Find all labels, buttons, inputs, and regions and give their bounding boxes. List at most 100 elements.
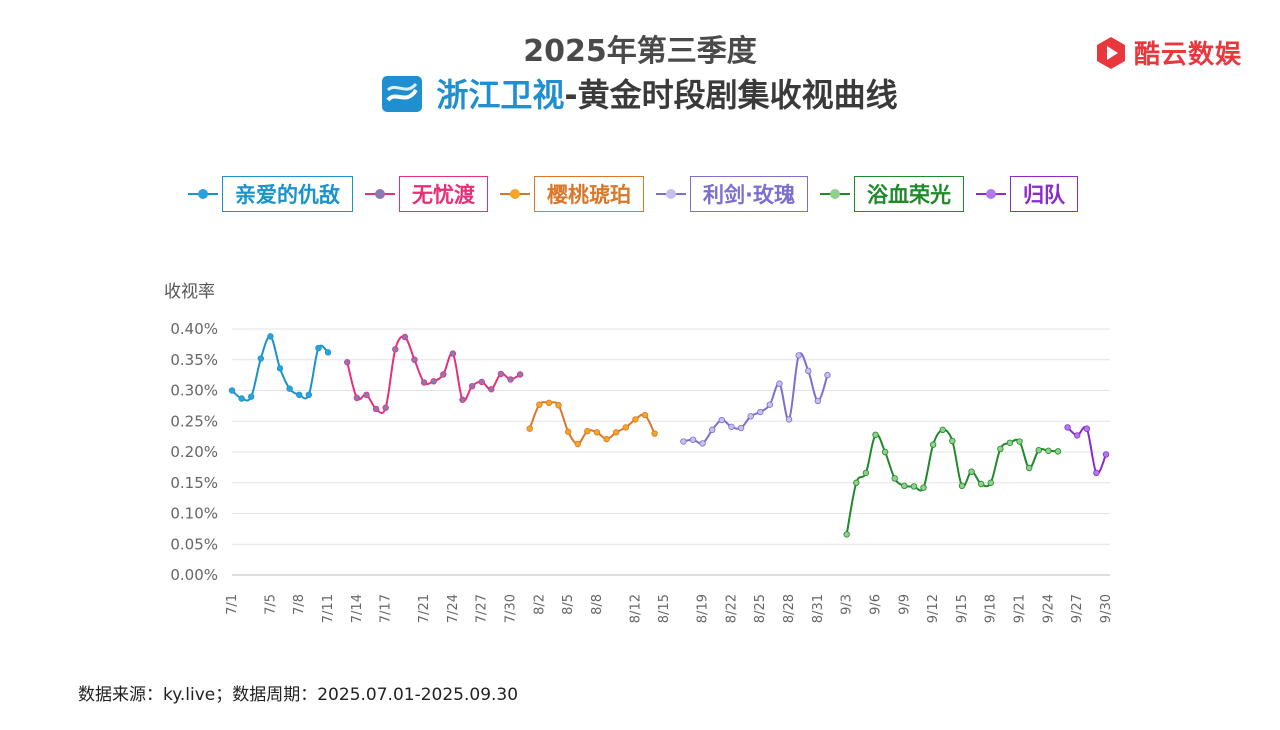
y-axis-label: 收视率 [164, 282, 215, 302]
data-point [516, 371, 524, 378]
x-tick-label: 8/22 [724, 594, 739, 623]
data-point [795, 352, 802, 359]
data-point [238, 395, 245, 402]
y-tick-labels: 0.00% 0.05% 0.10% 0.15% 0.20% 0.25% 0.30% 0.35%… [170, 320, 218, 584]
data-point [987, 479, 994, 486]
x-tick-label: 9/6 [868, 594, 883, 615]
data-point [824, 371, 831, 379]
y-tick-label: 0.30% [170, 382, 218, 400]
legend-item: 归队 [975, 176, 1078, 212]
data-point [785, 416, 793, 423]
data-point [497, 370, 505, 378]
data-point [1102, 451, 1110, 458]
legend-marker-icon [975, 189, 1006, 199]
y-tick-label: 0.40% [170, 320, 218, 338]
data-point [1073, 432, 1081, 439]
series-line [1066, 426, 1107, 475]
channel-logo-icon [382, 76, 423, 112]
data-point [757, 408, 764, 416]
legend-item: 无忧渡 [365, 176, 488, 212]
legend-label: 亲爱的仇敌 [222, 176, 353, 212]
data-point [920, 484, 927, 491]
data-point [872, 431, 879, 438]
data-point [632, 416, 639, 423]
data-point [411, 356, 418, 363]
data-point [603, 435, 610, 443]
data-point [891, 475, 898, 482]
series-line [528, 401, 656, 446]
legend-label: 樱桃琥珀 [534, 176, 644, 212]
data-point [459, 396, 466, 403]
data-point [248, 393, 255, 400]
data-point [843, 531, 850, 538]
data-point [228, 387, 236, 394]
data-point [305, 391, 313, 399]
legend-marker-icon [500, 189, 530, 199]
title-suffix: -黄金时段剧集收视曲线 [564, 76, 898, 114]
series-line [845, 428, 1059, 535]
legend-marker-icon [819, 189, 850, 199]
x-tick-label: 7/5 [263, 594, 278, 615]
brand-hexagon-icon [1096, 36, 1125, 69]
channel-name: 浙江卫视 [436, 76, 565, 114]
chart-legend: 亲爱的仇敌 无忧渡 樱桃琥珀 利剑·玫瑰 浴血荣光 归队 [188, 176, 1090, 212]
data-point [564, 428, 572, 435]
data-point [766, 401, 774, 408]
data-point [862, 469, 870, 477]
x-tick-label: 9/21 [1013, 594, 1028, 623]
y-tick-label: 0.00% [170, 566, 218, 584]
data-point [363, 391, 370, 399]
x-tick-label: 9/9 [897, 594, 912, 615]
x-tick-label: 8/15 [657, 594, 672, 623]
y-tick-label: 0.15% [170, 474, 218, 492]
data-point [910, 483, 918, 490]
data-point [545, 399, 553, 406]
series-line [346, 335, 521, 415]
legend-marker-icon [656, 189, 686, 199]
data-point [1093, 469, 1100, 477]
data-point [968, 468, 975, 475]
x-tick-label: 7/1 [225, 594, 240, 615]
data-point [449, 350, 457, 357]
data-point [353, 394, 361, 402]
data-point [468, 382, 476, 390]
x-tick-label: 8/31 [811, 594, 826, 623]
data-point [1016, 438, 1023, 445]
data-point [689, 436, 697, 443]
data-point [728, 423, 735, 430]
series-group [228, 333, 1110, 538]
x-tick-label: 9/24 [1041, 594, 1056, 623]
x-tick-label: 9/15 [955, 594, 970, 623]
data-point [382, 404, 389, 411]
series-0 [228, 333, 332, 402]
data-point [977, 480, 985, 488]
legend-marker-icon [365, 189, 395, 199]
data-point [709, 426, 716, 434]
series-5 [1064, 424, 1110, 477]
x-tick-label: 7/24 [446, 594, 461, 623]
data-point [997, 445, 1004, 453]
data-point [478, 378, 485, 386]
y-tick-label: 0.05% [170, 535, 218, 553]
data-point [776, 380, 783, 387]
data-point [420, 379, 428, 386]
data-point [392, 346, 399, 353]
data-point [584, 427, 591, 435]
data-point [488, 386, 495, 393]
x-tick-label: 8/5 [561, 594, 576, 615]
data-point [853, 479, 860, 486]
data-point [536, 401, 543, 408]
x-tick-label: 7/14 [350, 594, 365, 623]
data-point [949, 437, 956, 445]
data-point [680, 438, 687, 445]
data-point [296, 391, 303, 399]
data-point [1064, 424, 1071, 431]
data-point [372, 405, 380, 413]
legend-item: 浴血荣光 [819, 176, 964, 212]
data-point [1045, 447, 1052, 454]
data-point [929, 441, 937, 448]
x-tick-label: 8/25 [753, 594, 768, 623]
series-line [683, 352, 829, 445]
x-tick-label: 9/18 [984, 594, 999, 623]
x-tick-label: 8/28 [782, 594, 797, 623]
